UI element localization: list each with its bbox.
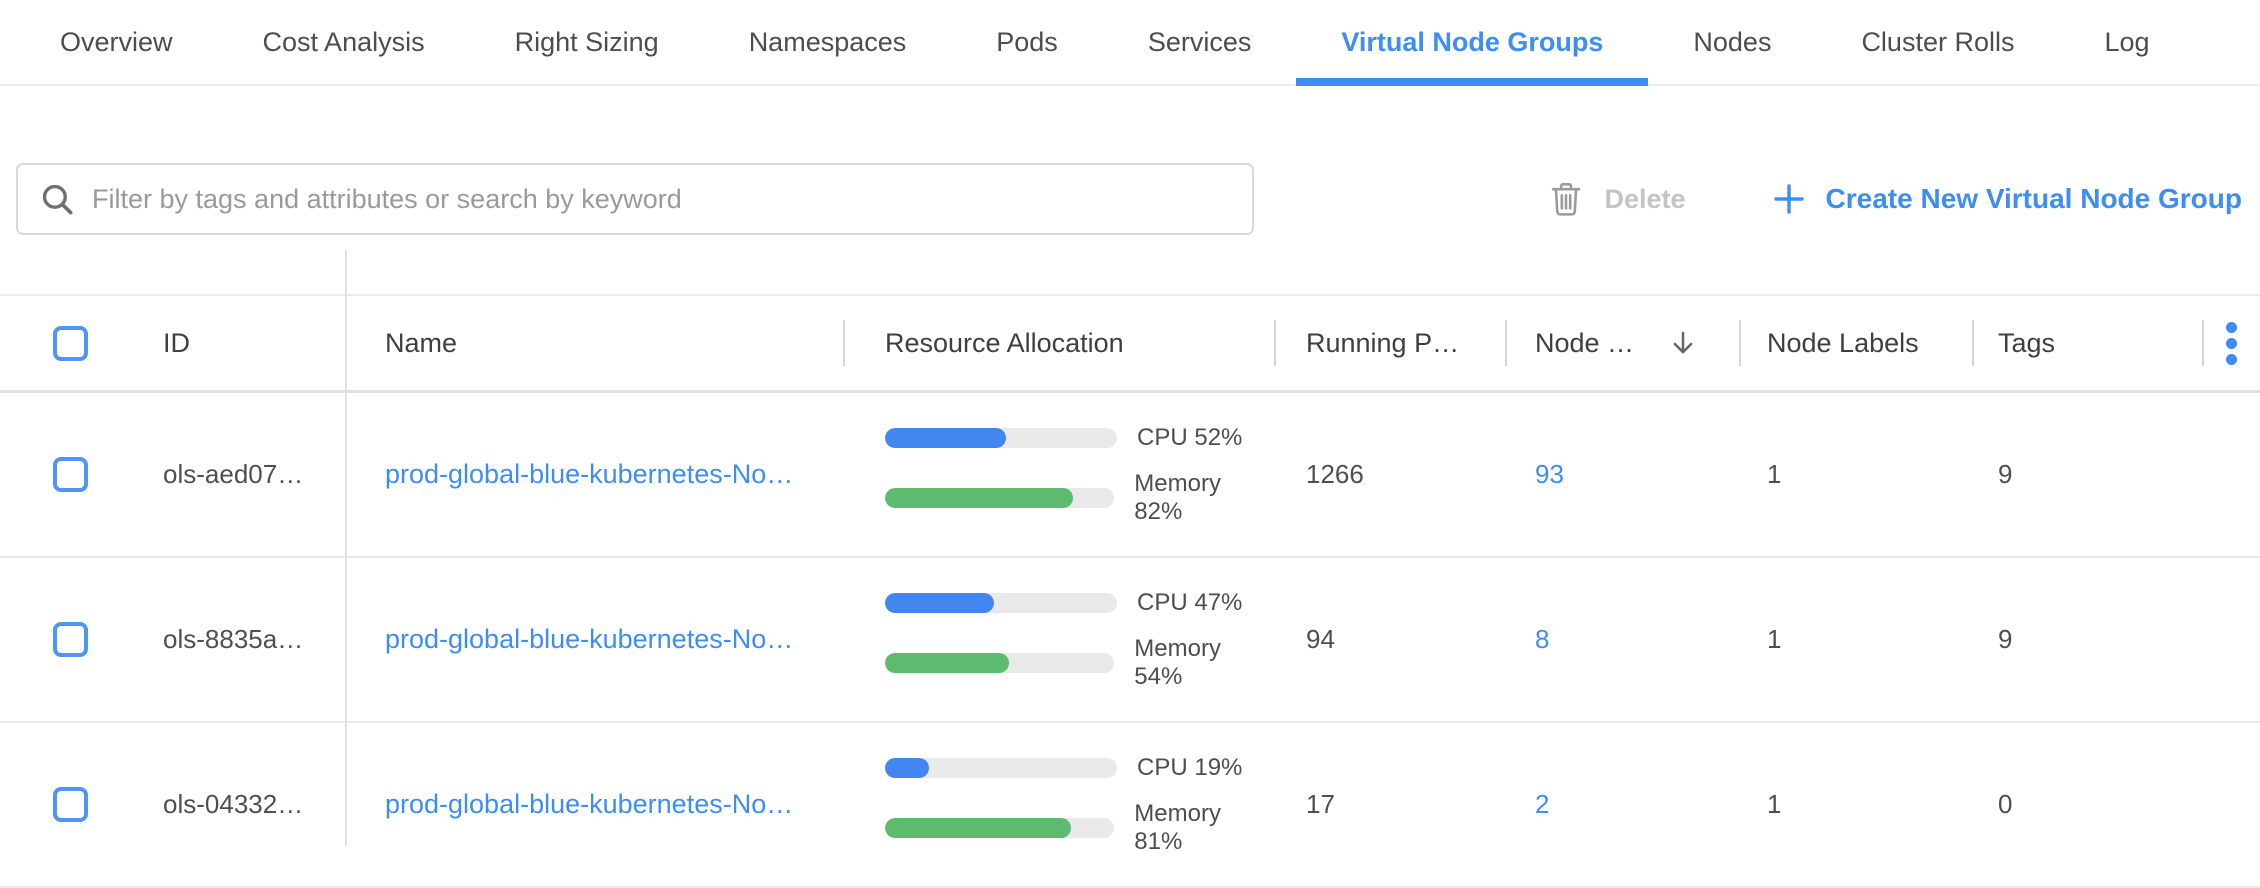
cpu-label: CPU 52% — [1137, 423, 1243, 451]
cpu-bar — [885, 757, 1117, 778]
node-labels-count: 1 — [1767, 624, 1782, 654]
filter-searchbox[interactable] — [16, 163, 1254, 235]
row-select-checkbox[interactable] — [53, 622, 88, 657]
toolbar: Delete Create New Virtual Node Group — [0, 163, 2260, 235]
vng-id: ols-04332… — [163, 789, 304, 819]
cpu-label: CPU 19% — [1137, 753, 1243, 781]
vng-name-link[interactable]: prod-global-blue-kubernetes-No… — [385, 789, 794, 819]
column-header-running-pods[interactable]: Running P… — [1274, 328, 1505, 359]
node-labels-count: 1 — [1767, 459, 1782, 489]
cpu-bar — [885, 427, 1117, 448]
table-row: ols-aed07… prod-global-blue-kubernetes-N… — [0, 393, 2260, 558]
memory-bar — [885, 817, 1115, 838]
tab-right-sizing[interactable]: Right Sizing — [514, 26, 659, 57]
tab-pods[interactable]: Pods — [996, 26, 1058, 57]
nodes-count-link[interactable]: 8 — [1535, 624, 1550, 654]
delete-button[interactable]: Delete — [1550, 181, 1686, 217]
create-label: Create New Virtual Node Group — [1825, 183, 2242, 214]
trash-icon — [1550, 181, 1582, 217]
tab-services[interactable]: Services — [1147, 26, 1252, 57]
sort-desc-icon[interactable] — [1668, 328, 1698, 358]
tab-namespaces[interactable]: Namespaces — [748, 26, 907, 57]
memory-bar — [885, 487, 1115, 508]
memory-bar — [885, 652, 1115, 673]
column-header-id[interactable]: ID — [163, 327, 190, 358]
search-input[interactable] — [92, 183, 1230, 215]
tab-bar: Overview Cost Analysis Right Sizing Name… — [0, 0, 2260, 86]
plus-icon — [1772, 182, 1806, 216]
resource-allocation: CPU 52% Memory 82% — [885, 424, 1274, 526]
vng-name-link[interactable]: prod-global-blue-kubernetes-No… — [385, 624, 794, 654]
memory-label: Memory 82% — [1134, 469, 1221, 525]
tab-cost-analysis[interactable]: Cost Analysis — [262, 26, 425, 57]
running-pods-count: 1266 — [1306, 459, 1364, 489]
cpu-bar — [885, 592, 1117, 613]
table-row: ols-8835a… prod-global-blue-kubernetes-N… — [0, 558, 2260, 723]
row-select-checkbox[interactable] — [53, 457, 88, 492]
table-row: ols-04332… prod-global-blue-kubernetes-N… — [0, 723, 2260, 888]
create-virtual-node-group-button[interactable]: Create New Virtual Node Group — [1772, 182, 2242, 216]
column-header-tags[interactable]: Tags — [1972, 328, 2202, 359]
vng-name-link[interactable]: prod-global-blue-kubernetes-No… — [385, 459, 794, 489]
vng-id: ols-aed07… — [163, 459, 304, 489]
column-header-name[interactable]: Name — [385, 327, 458, 358]
search-icon — [40, 182, 74, 216]
table-header-row: ID Name Resource Allocation Running P… N… — [0, 296, 2260, 393]
tab-cluster-rolls[interactable]: Cluster Rolls — [1861, 26, 2015, 57]
running-pods-count: 17 — [1306, 789, 1335, 819]
tags-count: 9 — [1998, 459, 2013, 489]
vng-id: ols-8835a… — [163, 624, 304, 654]
tab-log[interactable]: Log — [2104, 26, 2150, 57]
node-labels-count: 1 — [1767, 789, 1782, 819]
tab-virtual-node-groups[interactable]: Virtual Node Groups — [1296, 0, 1649, 86]
delete-label: Delete — [1604, 183, 1686, 214]
nodes-count-link[interactable]: 2 — [1535, 789, 1550, 819]
select-all-checkbox[interactable] — [53, 325, 88, 361]
column-menu-icon[interactable] — [2226, 321, 2237, 365]
toolbar-actions: Delete Create New Virtual Node Group — [1550, 181, 2242, 217]
running-pods-count: 94 — [1306, 624, 1335, 654]
memory-label: Memory 54% — [1134, 634, 1221, 690]
tags-count: 0 — [1998, 789, 2013, 819]
memory-label: Memory 81% — [1134, 799, 1221, 855]
column-header-resource-allocation[interactable]: Resource Allocation — [843, 328, 1274, 359]
pinned-column-divider — [345, 250, 347, 846]
virtual-node-groups-table: ID Name Resource Allocation Running P… N… — [0, 250, 2260, 888]
column-header-nodes[interactable]: Node … — [1505, 328, 1739, 359]
resource-allocation: CPU 47% Memory 54% — [885, 589, 1274, 691]
tab-nodes[interactable]: Nodes — [1693, 26, 1772, 57]
cpu-label: CPU 47% — [1137, 588, 1243, 616]
tab-overview[interactable]: Overview — [60, 26, 173, 57]
row-select-checkbox[interactable] — [53, 787, 88, 822]
tags-count: 9 — [1998, 624, 2013, 654]
column-header-node-labels[interactable]: Node Labels — [1739, 328, 1972, 359]
resource-allocation: CPU 19% Memory 81% — [885, 754, 1274, 856]
nodes-count-link[interactable]: 93 — [1535, 459, 1564, 489]
